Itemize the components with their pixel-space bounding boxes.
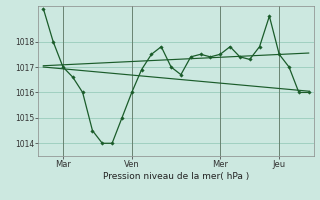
X-axis label: Pression niveau de la mer( hPa ): Pression niveau de la mer( hPa ) [103, 172, 249, 181]
